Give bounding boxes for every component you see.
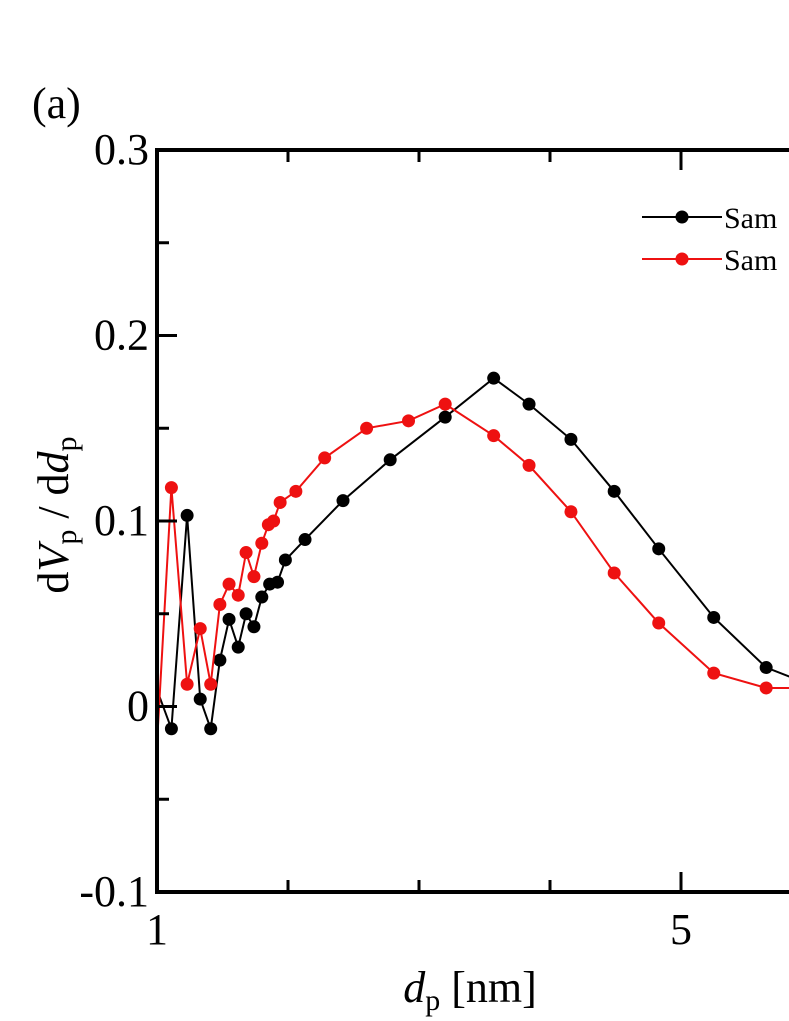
series-point-2: [707, 666, 721, 680]
series-point-2: [289, 484, 303, 498]
series-point-1: [164, 722, 178, 736]
series-point-2: [204, 677, 218, 691]
series-point-2: [222, 577, 236, 591]
series-point-1: [522, 397, 536, 411]
legend-label-1: Sam: [724, 202, 777, 235]
series-point-1: [336, 494, 350, 508]
x-tick-label: 1: [146, 905, 168, 954]
panel-label: (a): [32, 79, 81, 128]
series-point-2: [180, 677, 194, 691]
series-point-2: [267, 514, 281, 528]
series-point-1: [180, 508, 194, 522]
y-tick-label: 0.1: [94, 496, 149, 545]
series-point-2: [438, 397, 452, 411]
series-point-1: [193, 692, 207, 706]
series-point-1: [278, 553, 292, 567]
series-point-2: [360, 421, 374, 435]
series-point-1: [707, 610, 721, 624]
x-axis-label-unit: [nm]: [440, 963, 537, 1012]
series-point-2: [247, 570, 261, 584]
series-point-1: [239, 607, 253, 621]
series-point-2: [564, 505, 578, 519]
x-axis-label: dp [nm]: [403, 963, 537, 1017]
series-point-2: [487, 429, 501, 443]
x-axis-label-sub: p: [425, 984, 440, 1017]
series-point-1: [652, 542, 666, 556]
series-point-1: [607, 484, 621, 498]
series-point-2: [273, 495, 287, 509]
y-axis-label-v: V: [29, 540, 78, 572]
series-point-2: [213, 597, 227, 611]
legend: Sam Sam: [642, 202, 777, 277]
series-point-1: [231, 640, 245, 654]
y-axis-label: dVp / ddp: [29, 436, 83, 593]
y-axis-label-sep: / d: [29, 473, 78, 529]
series-point-2: [231, 588, 245, 602]
series-point-2: [759, 681, 773, 695]
series-point-1: [247, 620, 261, 634]
legend-label-2: Sam: [724, 244, 777, 277]
series-point-1: [383, 453, 397, 467]
x-axis-label-main: d: [403, 963, 426, 1012]
series-point-1: [213, 653, 227, 667]
series-point-2: [402, 414, 416, 428]
y-tick-label: 0.3: [94, 125, 149, 174]
series-point-2: [652, 616, 666, 630]
series-point-2: [522, 458, 536, 472]
series-point-1: [487, 371, 501, 385]
series-point-1: [255, 590, 269, 604]
y-tick-label: -0.1: [79, 867, 149, 916]
legend-marker-1: [675, 210, 689, 224]
series-point-2: [164, 481, 178, 495]
series-point-2: [193, 622, 207, 636]
series-point-1: [204, 722, 218, 736]
series-point-1: [271, 575, 285, 589]
series-point-2: [239, 546, 253, 560]
series-line-1: [157, 376, 789, 730]
y-axis-label-d1: d: [29, 572, 78, 594]
series-point-1: [438, 410, 452, 424]
series-point-1: [564, 432, 578, 446]
y-axis-label-d2: d: [29, 450, 78, 473]
series-point-2: [318, 451, 332, 465]
tick-marks: [157, 148, 683, 894]
series-point-1: [298, 533, 312, 547]
y-axis-label-sub2: p: [50, 436, 83, 451]
y-tick-label: 0: [127, 682, 149, 731]
legend-marker-2: [675, 252, 689, 266]
y-tick-label: 0.2: [94, 311, 149, 360]
y-axis-label-sub1: p: [50, 530, 83, 545]
series-layer: [157, 371, 789, 744]
series-point-1: [759, 661, 773, 675]
series-point-1: [222, 612, 236, 626]
x-tick-label: 5: [670, 905, 692, 954]
tick-labels: -0.1 0 0.1 0.2 0.3 1 5: [79, 125, 692, 954]
series-point-2: [607, 566, 621, 580]
axes-frame: [155, 148, 789, 894]
series-point-2: [255, 536, 269, 550]
